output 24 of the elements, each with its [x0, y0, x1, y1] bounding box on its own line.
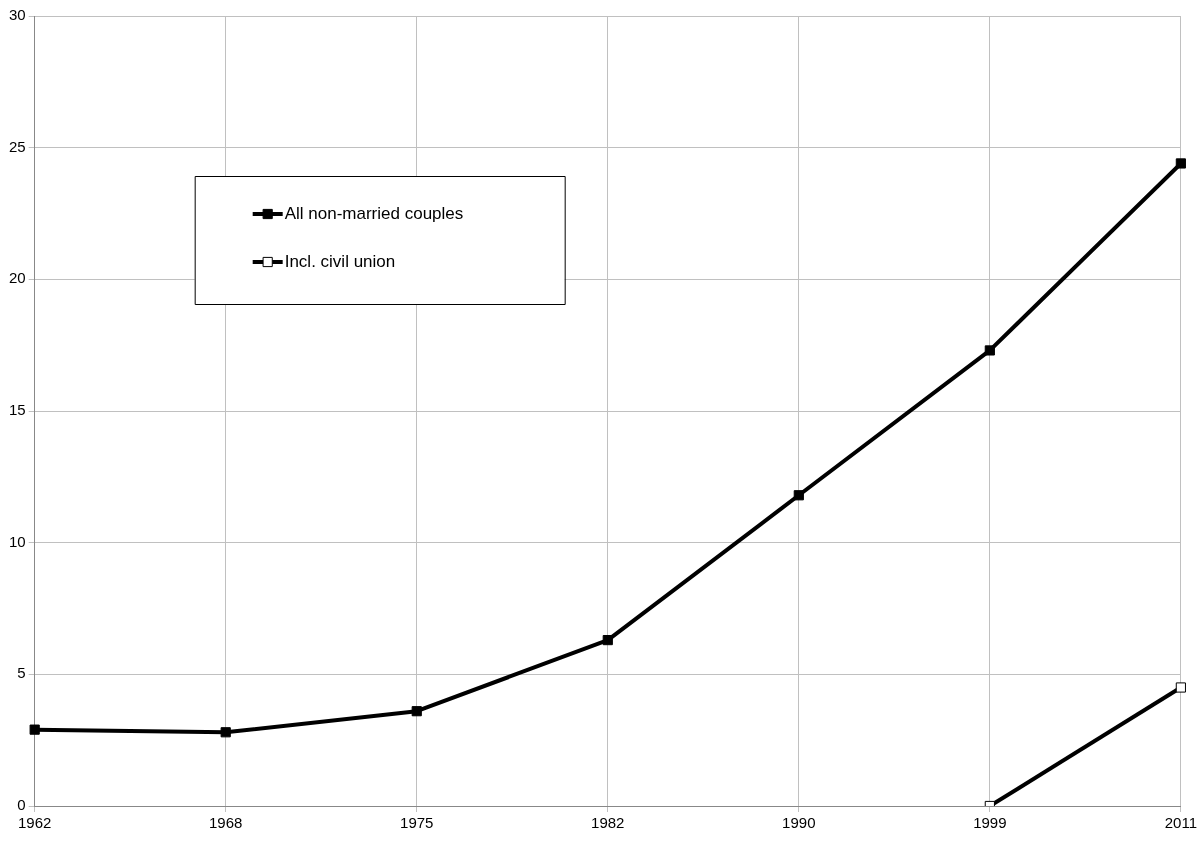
- legend-label: All non-married couples: [284, 203, 464, 223]
- legend-label: Incl. civil union: [284, 251, 396, 271]
- y-tick-label: 30: [9, 6, 26, 24]
- y-tick-label: 10: [9, 532, 26, 550]
- x-tick-label: 1962: [18, 814, 52, 832]
- point: [29, 724, 40, 735]
- y-tick-label: 0: [17, 796, 26, 814]
- x-tick-label: 1975: [400, 814, 434, 832]
- x-tick-label: 1982: [591, 814, 625, 832]
- point: [602, 635, 613, 646]
- x-tick-label: 1999: [973, 814, 1007, 832]
- point: [793, 490, 804, 501]
- x-tick-label: 1990: [782, 814, 816, 832]
- y-tick-label: 5: [17, 664, 26, 682]
- x-tick-label: 2011: [1164, 814, 1197, 832]
- point: [411, 706, 422, 717]
- point: [220, 727, 231, 738]
- point: [984, 345, 995, 356]
- point: [1175, 158, 1186, 169]
- point: [1175, 682, 1186, 693]
- y-tick-label: 15: [9, 401, 26, 419]
- y-tick-label: 20: [9, 269, 26, 287]
- x-tick-label: 1968: [209, 814, 243, 832]
- y-tick-label: 25: [9, 137, 26, 155]
